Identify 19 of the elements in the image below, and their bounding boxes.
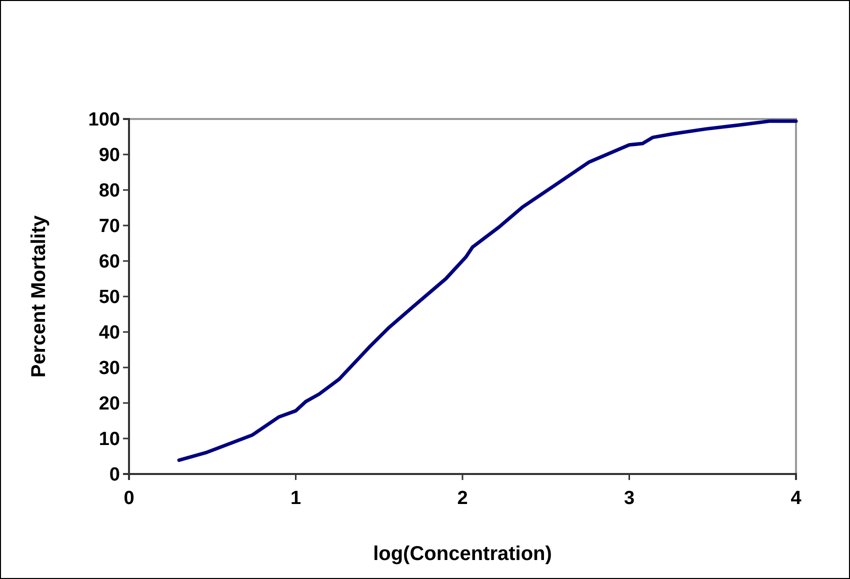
x-axis-title: log(Concentration) xyxy=(373,543,552,565)
y-tick-label: 90 xyxy=(98,145,120,166)
y-tick-label: 80 xyxy=(98,180,120,202)
y-tick-label: 20 xyxy=(98,394,120,415)
x-tick-label: 1 xyxy=(290,488,302,509)
x-tick-label: 3 xyxy=(624,488,635,509)
y-tick-label: 0 xyxy=(109,464,120,486)
y-tick-label: 40 xyxy=(98,322,120,344)
x-tick-label: 4 xyxy=(790,488,802,509)
y-tick-label: 60 xyxy=(98,252,120,273)
y-tick-label: 10 xyxy=(98,429,120,450)
x-tick-label: 2 xyxy=(457,488,468,509)
y-tick-label: 70 xyxy=(98,216,120,238)
y-tick-label: 100 xyxy=(88,110,120,131)
y-axis-title: Percent Mortality xyxy=(28,214,50,378)
y-tick-label: 30 xyxy=(98,358,120,380)
line-series xyxy=(177,119,798,462)
x-tick-label: 0 xyxy=(124,488,134,509)
y-tick-label: 50 xyxy=(98,287,120,308)
